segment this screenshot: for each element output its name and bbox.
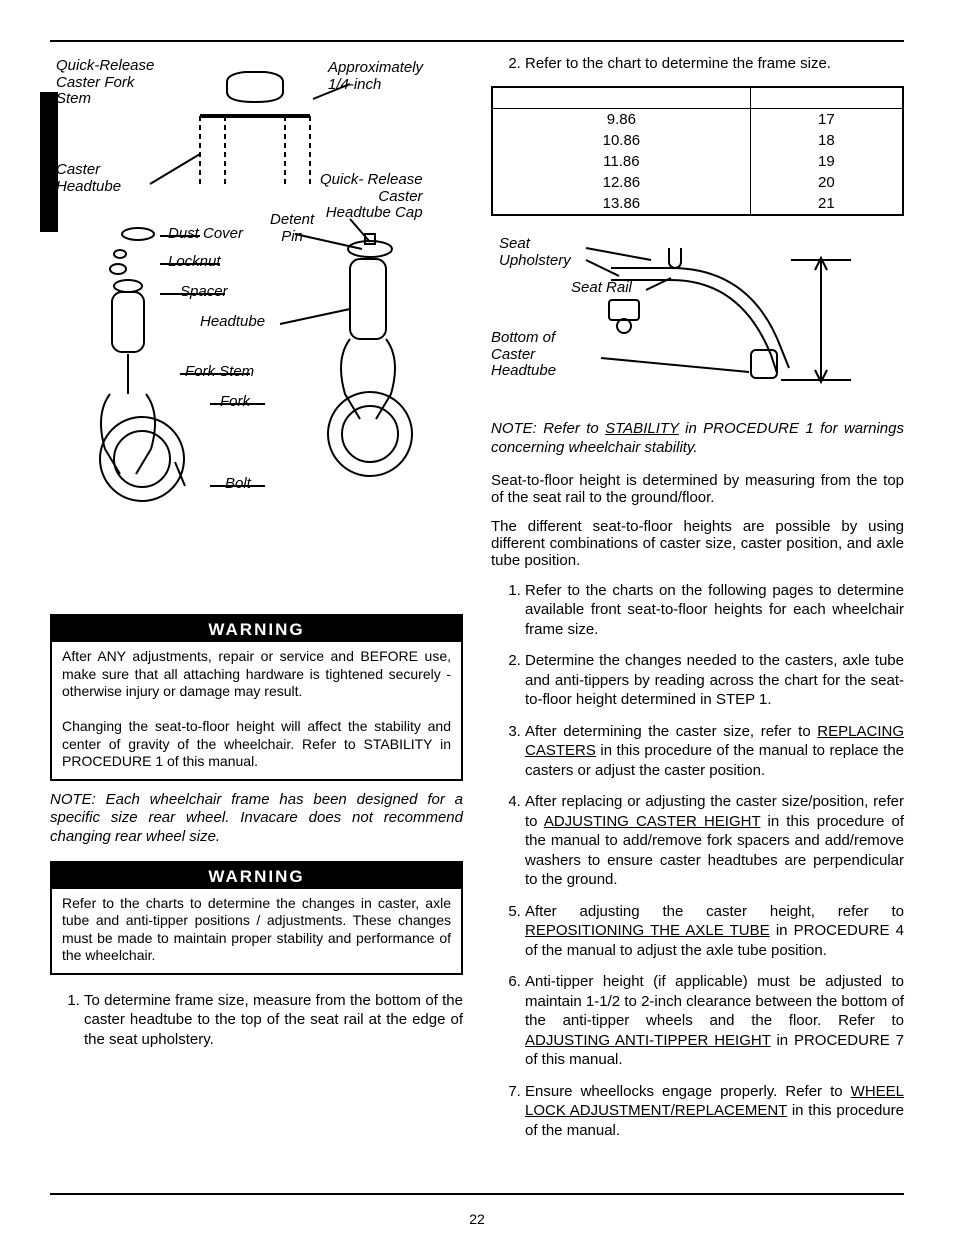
label-dust-cover: Dust Cover xyxy=(168,226,243,243)
r-step-2: Determine the changes needed to the cast… xyxy=(525,651,904,710)
link-reposition-axle: REPOSITIONING THE AXLE TUBE xyxy=(525,922,770,939)
table-row: 9.8617 xyxy=(492,109,903,131)
r-step-3: After determining the caster size, refer… xyxy=(525,722,904,781)
warning-box-1: WARNING After ANY adjustments, repair or… xyxy=(50,614,463,781)
label-caster-headtube: CasterHeadtube xyxy=(56,162,121,195)
figure-frame-size: SeatUpholstery Seat Rail Bottom ofCaster… xyxy=(491,230,904,410)
table-col-0 xyxy=(492,87,750,109)
warning-2-text: Refer to the charts to determine the cha… xyxy=(52,889,461,973)
r-step-4: After replacing or adjusting the caster … xyxy=(525,792,904,890)
warning-1-text: After ANY adjustments, repair or service… xyxy=(52,642,461,779)
table-row: 11.8619 xyxy=(492,151,903,172)
para-combinations: The different seat-to-floor heights are … xyxy=(491,518,904,569)
warning-1-title: WARNING xyxy=(52,616,461,642)
para-seat-to-floor-def: Seat-to-floor height is determined by me… xyxy=(491,472,904,506)
r-step-5: After adjusting the caster height, refer… xyxy=(525,902,904,961)
label-spacer: Spacer xyxy=(180,284,228,301)
table-row: 10.8618 xyxy=(492,130,903,151)
figure-caster-assembly: Quick-ReleaseCaster ForkStem Approximate… xyxy=(50,54,463,514)
caster-diagram-svg xyxy=(50,54,460,514)
warning-box-2: WARNING Refer to the charts to determine… xyxy=(50,861,463,975)
warning-2-title: WARNING xyxy=(52,863,461,889)
label-locknut: Locknut xyxy=(168,254,221,271)
right-steps-list: Refer to the charts on the following pag… xyxy=(491,581,904,1141)
table-row: 13.8621 xyxy=(492,193,903,215)
label-qr-headtube-cap: Quick- ReleaseCasterHeadtube Cap xyxy=(320,172,423,222)
label-seat-upholstery: SeatUpholstery xyxy=(499,236,571,269)
r-step-7: Ensure wheellocks engage properly. Refer… xyxy=(525,1082,904,1141)
left-column: Quick-ReleaseCaster ForkStem Approximate… xyxy=(50,54,463,1193)
right-step-2: Refer to the chart to determine the fram… xyxy=(525,54,904,74)
label-bolt: Bolt xyxy=(225,476,251,493)
table-col-1 xyxy=(750,87,903,109)
label-bottom-caster-headtube: Bottom ofCasterHeadtube xyxy=(491,330,556,380)
link-stability: STABILITY xyxy=(605,420,679,437)
label-seat-rail: Seat Rail xyxy=(571,280,632,297)
label-approx-quarter: Approximately1/4-inch xyxy=(328,60,423,93)
page-number: 22 xyxy=(469,1211,485,1227)
label-fork: Fork xyxy=(220,394,250,411)
label-detent-pin: DetentPin xyxy=(270,212,314,245)
left-step-1: To determine frame size, measure from th… xyxy=(84,991,463,1050)
label-headtube: Headtube xyxy=(200,314,265,331)
link-adjust-caster-height: ADJUSTING CASTER HEIGHT xyxy=(544,813,761,830)
right-column: Refer to the chart to determine the fram… xyxy=(491,54,904,1193)
note-stability: NOTE: Refer to STABILITY in PROCEDURE 1 … xyxy=(491,420,904,458)
table-row: 12.8620 xyxy=(492,172,903,193)
link-anti-tipper-height: ADJUSTING ANTI-TIPPER HEIGHT xyxy=(525,1032,771,1049)
label-qr-fork-stem: Quick-ReleaseCaster ForkStem xyxy=(56,58,154,108)
label-fork-stem: Fork Stem xyxy=(185,364,254,381)
r-step-1: Refer to the charts on the following pag… xyxy=(525,581,904,640)
r-step-6: Anti-tipper height (if applicable) must … xyxy=(525,972,904,1070)
frame-size-table: 9.8617 10.8618 11.8619 12.8620 13.8621 xyxy=(491,86,904,217)
note-rear-wheel: NOTE: Each wheelchair frame has been des… xyxy=(50,791,463,847)
